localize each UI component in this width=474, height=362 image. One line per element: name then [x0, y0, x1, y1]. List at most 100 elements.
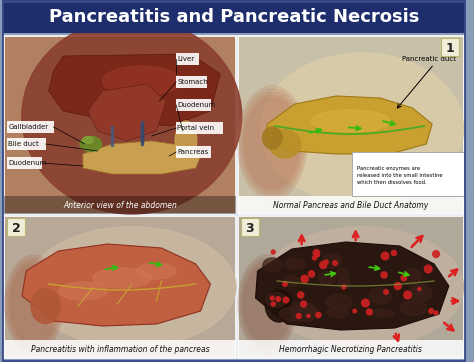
- FancyBboxPatch shape: [176, 122, 223, 134]
- Circle shape: [270, 296, 274, 300]
- Circle shape: [316, 253, 319, 257]
- FancyBboxPatch shape: [4, 340, 236, 358]
- Text: Anterior view of the abdomen: Anterior view of the abdomen: [63, 202, 177, 210]
- Text: TrialEx Copyright: TrialEx Copyright: [340, 338, 382, 354]
- Ellipse shape: [369, 288, 391, 304]
- Ellipse shape: [411, 286, 426, 295]
- Ellipse shape: [292, 304, 318, 321]
- Text: TrialEx Copyright: TrialEx Copyright: [7, 173, 48, 189]
- Circle shape: [312, 256, 316, 260]
- Ellipse shape: [9, 261, 59, 347]
- Text: Pancreatitis with inflammation of the pancreas: Pancreatitis with inflammation of the pa…: [31, 345, 210, 354]
- FancyBboxPatch shape: [7, 121, 54, 132]
- Ellipse shape: [290, 303, 304, 313]
- FancyBboxPatch shape: [176, 146, 211, 157]
- Ellipse shape: [263, 127, 282, 149]
- Ellipse shape: [137, 263, 176, 279]
- Circle shape: [424, 265, 432, 273]
- Circle shape: [366, 309, 372, 315]
- Ellipse shape: [283, 275, 299, 286]
- Text: Stomach: Stomach: [177, 79, 208, 85]
- Text: TrialEx Copyright: TrialEx Copyright: [90, 118, 131, 134]
- Ellipse shape: [243, 95, 301, 191]
- FancyBboxPatch shape: [7, 156, 42, 168]
- Text: TrialEx Copyright: TrialEx Copyright: [90, 228, 131, 244]
- Text: TrialEx Copyright: TrialEx Copyright: [256, 8, 298, 24]
- Polygon shape: [88, 84, 166, 141]
- Ellipse shape: [295, 303, 316, 317]
- Circle shape: [283, 297, 289, 303]
- FancyArrow shape: [141, 124, 143, 142]
- Text: TrialEx Copyright: TrialEx Copyright: [340, 173, 382, 189]
- Circle shape: [362, 299, 369, 307]
- Ellipse shape: [244, 264, 291, 344]
- Circle shape: [283, 282, 287, 286]
- Circle shape: [433, 251, 439, 257]
- Text: TrialEx Copyright: TrialEx Copyright: [423, 118, 465, 134]
- FancyBboxPatch shape: [8, 218, 25, 236]
- Circle shape: [353, 309, 356, 313]
- Ellipse shape: [10, 264, 57, 344]
- Text: TrialEx Copyright: TrialEx Copyright: [7, 283, 48, 299]
- Text: TrialEx Copyright: TrialEx Copyright: [423, 283, 465, 299]
- Circle shape: [271, 250, 275, 254]
- Ellipse shape: [311, 110, 390, 132]
- Text: TrialEx Copyright: TrialEx Copyright: [173, 173, 215, 189]
- Circle shape: [316, 312, 321, 318]
- Text: TrialEx Copyright: TrialEx Copyright: [256, 338, 298, 354]
- Circle shape: [401, 275, 406, 281]
- Circle shape: [301, 275, 308, 283]
- Ellipse shape: [83, 136, 93, 143]
- Text: TrialEx Copyright: TrialEx Copyright: [340, 283, 382, 299]
- Ellipse shape: [58, 282, 108, 300]
- FancyBboxPatch shape: [7, 138, 46, 150]
- Text: TrialEx Copyright: TrialEx Copyright: [423, 228, 465, 244]
- Ellipse shape: [263, 258, 282, 272]
- Ellipse shape: [239, 89, 305, 197]
- FancyArrow shape: [141, 127, 143, 145]
- Text: TrialEx Copyright: TrialEx Copyright: [340, 228, 382, 244]
- Ellipse shape: [102, 66, 181, 96]
- Circle shape: [418, 287, 421, 290]
- Circle shape: [276, 297, 281, 301]
- Ellipse shape: [266, 292, 286, 307]
- Circle shape: [324, 260, 328, 264]
- Ellipse shape: [93, 268, 152, 288]
- Text: TrialEx Copyright: TrialEx Copyright: [423, 173, 465, 189]
- Text: TrialEx Copyright: TrialEx Copyright: [7, 8, 48, 24]
- Ellipse shape: [4, 255, 64, 353]
- Circle shape: [307, 315, 310, 317]
- Text: TrialEx Copyright: TrialEx Copyright: [90, 283, 131, 299]
- Text: Pancreas: Pancreas: [177, 149, 209, 155]
- Ellipse shape: [326, 295, 352, 310]
- Ellipse shape: [245, 98, 299, 188]
- Text: TrialEx Copyright: TrialEx Copyright: [256, 118, 298, 134]
- Ellipse shape: [27, 227, 236, 348]
- Text: TrialEx Copyright: TrialEx Copyright: [90, 8, 131, 24]
- Text: Hemorrhagic Necrotizing Pancreatitis: Hemorrhagic Necrotizing Pancreatitis: [279, 345, 422, 354]
- Ellipse shape: [237, 86, 307, 200]
- Ellipse shape: [327, 308, 349, 317]
- FancyBboxPatch shape: [238, 340, 464, 358]
- Text: TrialEx Copyright: TrialEx Copyright: [7, 118, 48, 134]
- Text: Bile duct: Bile duct: [9, 141, 39, 147]
- Ellipse shape: [238, 255, 297, 353]
- Circle shape: [384, 290, 388, 294]
- Ellipse shape: [240, 258, 295, 350]
- Text: TrialEx Copyright: TrialEx Copyright: [173, 63, 215, 79]
- Text: TrialEx Copyright: TrialEx Copyright: [90, 63, 131, 79]
- Text: 1: 1: [446, 42, 454, 55]
- Text: Pancreatic duct: Pancreatic duct: [401, 56, 456, 62]
- Text: TrialEx Copyright: TrialEx Copyright: [423, 63, 465, 79]
- Text: TrialEx Copyright: TrialEx Copyright: [256, 283, 298, 299]
- FancyArrow shape: [141, 121, 143, 139]
- Text: TrialEx Copyright: TrialEx Copyright: [340, 118, 382, 134]
- Polygon shape: [22, 244, 210, 326]
- Text: TrialEx Copyright: TrialEx Copyright: [90, 338, 131, 354]
- Text: TrialEx Copyright: TrialEx Copyright: [7, 338, 48, 354]
- Ellipse shape: [31, 289, 60, 324]
- Ellipse shape: [284, 258, 305, 269]
- Circle shape: [301, 301, 307, 307]
- Ellipse shape: [80, 136, 101, 152]
- Text: TrialEx Copyright: TrialEx Copyright: [340, 8, 382, 24]
